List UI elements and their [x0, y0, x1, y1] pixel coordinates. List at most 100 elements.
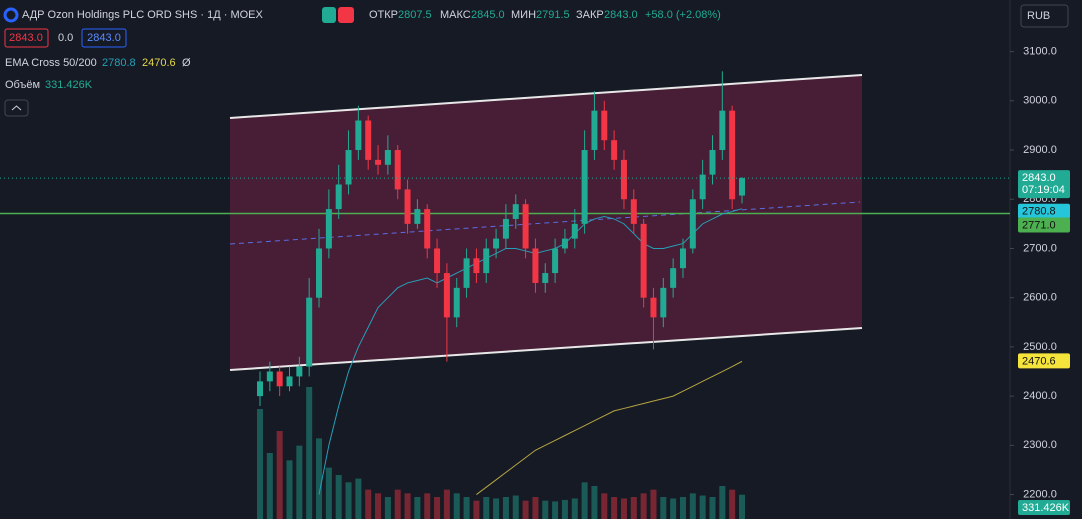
- volume-bar: [611, 497, 618, 519]
- high-label: МАКС: [440, 9, 471, 21]
- volume-bar: [522, 500, 529, 519]
- currency-button[interactable]: [1020, 4, 1069, 28]
- volume-bar: [532, 497, 539, 519]
- volume-bar: [316, 438, 323, 519]
- currency[interactable]: RUB: [1027, 10, 1050, 22]
- chevron-icon[interactable]: [11, 105, 22, 111]
- volume-bar: [424, 493, 431, 519]
- volume-bar: [345, 482, 352, 519]
- volume-bar: [463, 497, 470, 519]
- candle-body: [335, 184, 342, 210]
- volume-bar: [443, 489, 450, 519]
- y-tick-label: 3000.0: [1023, 95, 1057, 107]
- spread: 0.0: [58, 32, 73, 44]
- sell-button[interactable]: [4, 28, 49, 48]
- volume-bar: [502, 497, 509, 519]
- volume-bar: [571, 498, 578, 519]
- ema-slow-tag: 2470.6: [1022, 355, 1056, 367]
- candle-body: [699, 174, 706, 200]
- low-value: 2791.5: [536, 9, 570, 21]
- level-tag: 2771.0: [1022, 219, 1056, 231]
- candle-body: [640, 223, 647, 298]
- collapse-button[interactable]: [4, 99, 29, 117]
- volume-bar: [325, 467, 332, 519]
- candle-body: [394, 150, 401, 190]
- volume-bar: [689, 493, 696, 519]
- candle-body: [522, 204, 529, 249]
- candle-body: [316, 248, 323, 298]
- candle-body: [325, 209, 332, 249]
- buy-button[interactable]: [81, 28, 127, 48]
- volume-bar: [257, 409, 263, 519]
- volume-bar: [630, 497, 637, 519]
- volume-title[interactable]: Объём: [5, 79, 40, 91]
- status-badge[interactable]: [338, 7, 354, 23]
- status-badge[interactable]: [322, 7, 336, 23]
- last-price-tag-box: [1018, 170, 1070, 199]
- candle-body: [719, 110, 726, 151]
- candle-body: [620, 159, 627, 200]
- candle-body: [266, 371, 273, 382]
- open-value: 2807.5: [398, 9, 432, 21]
- buy-price[interactable]: 2843.0: [87, 32, 121, 44]
- candle-body: [512, 204, 519, 219]
- volume-bar: [670, 498, 677, 519]
- candle-body: [463, 258, 470, 288]
- candle-body: [345, 150, 352, 185]
- volume-bar: [473, 500, 480, 519]
- ema-fast-value: 2780.8: [102, 57, 136, 69]
- close-label: ЗАКР: [576, 9, 604, 21]
- volume-bar: [601, 493, 608, 519]
- ema-fast-tag-box: [1018, 203, 1070, 219]
- volume-bar: [493, 498, 500, 519]
- candle-body: [502, 218, 509, 239]
- volume-bar: [286, 460, 293, 519]
- candle-body: [739, 178, 745, 196]
- y-tick-label: 2200.0: [1023, 488, 1057, 500]
- candle-body: [365, 120, 372, 160]
- open-label: ОТКР: [369, 9, 398, 21]
- y-tick-label: 2500.0: [1023, 341, 1057, 353]
- sell-price[interactable]: 2843.0: [9, 32, 43, 44]
- candle-body: [286, 376, 293, 387]
- y-tick-label: 3100.0: [1023, 46, 1057, 58]
- volume-bar: [620, 498, 627, 519]
- ema-fast-tag: 2780.8: [1022, 206, 1056, 218]
- candle-body: [424, 209, 431, 249]
- candle-body: [404, 189, 411, 224]
- plot: [0, 71, 1010, 519]
- indicator-extra: Ø: [182, 57, 191, 69]
- channel-bottom: [229, 327, 863, 371]
- candle-body: [542, 273, 549, 283]
- volume-value: 331.426K: [45, 79, 93, 91]
- y-tick-label: 2700.0: [1023, 242, 1057, 254]
- candle-body: [561, 238, 568, 249]
- candle-body: [276, 371, 283, 387]
- volume-bar: [640, 493, 647, 519]
- candle-body: [660, 287, 667, 318]
- y-tick-label: 2300.0: [1023, 439, 1057, 451]
- volume-bar: [483, 497, 490, 519]
- symbol[interactable]: АДР Ozon Holdings PLC ORD SHS · 1Д · MOE…: [22, 9, 263, 21]
- volume-bar: [660, 497, 667, 519]
- volume-bar: [296, 445, 303, 519]
- candle-body: [689, 199, 696, 249]
- trend-line: [229, 201, 861, 245]
- channel-top: [229, 74, 863, 119]
- candle-body: [532, 248, 539, 283]
- volume-bar: [394, 489, 401, 519]
- volume-bar: [739, 494, 745, 519]
- symbol-logo: [3, 7, 19, 23]
- volume-bar: [650, 489, 657, 519]
- volume-bar: [355, 478, 362, 519]
- volume-tag-box: [1018, 500, 1070, 515]
- ema-line: [318, 208, 743, 495]
- volume-bar: [335, 475, 342, 519]
- volume-bar: [709, 497, 716, 519]
- volume-bar: [384, 497, 391, 519]
- volume-bar: [561, 499, 568, 519]
- indicator-name[interactable]: EMA Cross 50/200: [5, 57, 97, 69]
- y-tick-label: 2400.0: [1023, 390, 1057, 402]
- volume-bar: [365, 489, 372, 519]
